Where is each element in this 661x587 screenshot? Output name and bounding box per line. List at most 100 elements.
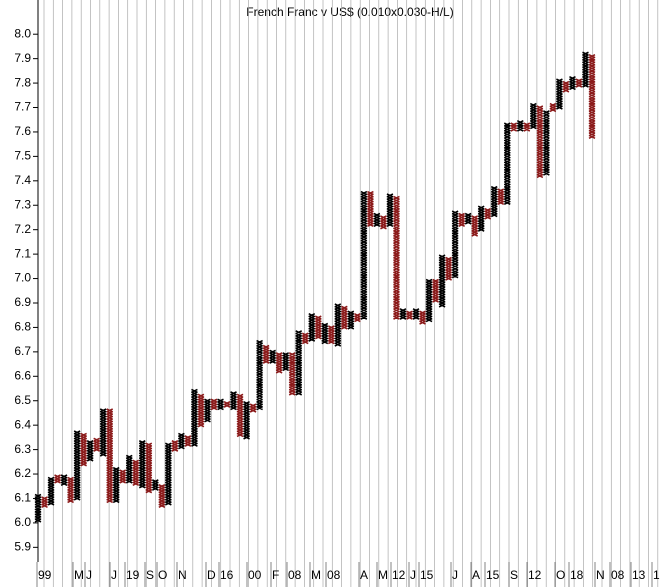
x-column [412, 308, 420, 320]
y-tick-label: 6.9 [14, 295, 31, 309]
x-tick-label: 00 [248, 568, 262, 582]
x-tick-label: A [360, 568, 368, 582]
y-tick-label: 7.1 [14, 246, 31, 260]
x-tick-label: 15 [486, 568, 500, 582]
x-column [556, 78, 563, 110]
x-column [151, 479, 159, 491]
x-column [308, 312, 316, 342]
o-column [132, 459, 140, 487]
x-column [60, 474, 68, 487]
x-tick-label: S [146, 568, 154, 582]
x-column [86, 440, 94, 462]
x-tick-label: 1 [653, 568, 660, 582]
x-column [243, 400, 250, 440]
x-tick-label: D [207, 568, 216, 582]
x-column [529, 102, 537, 130]
o-column [445, 256, 452, 281]
y-tick-label: 6.3 [14, 442, 31, 456]
x-column [543, 110, 550, 176]
y-tick-label: 7.2 [14, 222, 31, 236]
x-column [360, 190, 368, 320]
o-column [93, 437, 101, 452]
x-tick-label: 18 [570, 568, 584, 582]
x-tick-label: 15 [420, 568, 434, 582]
x-column [269, 349, 276, 364]
x-column [582, 51, 589, 88]
o-column [523, 122, 531, 132]
y-tick-label: 6.6 [14, 368, 31, 382]
x-column [425, 278, 433, 323]
x-column [47, 476, 55, 506]
x-column [217, 398, 224, 411]
x-column [204, 398, 211, 423]
x-column [34, 493, 42, 523]
x-column [73, 430, 81, 501]
x-column [503, 122, 511, 206]
x-column [451, 210, 459, 279]
x-tick-label: 08 [611, 568, 625, 582]
x-tick-label: M [74, 568, 84, 582]
y-tick-label: 6.2 [14, 466, 31, 480]
o-column [67, 476, 74, 504]
x-tick-label: A [472, 568, 480, 582]
y-tick-label: 6.4 [14, 417, 31, 431]
chart-title: French Franc v US$ (0.010x0.030-H/L) [246, 5, 453, 19]
o-column [275, 352, 283, 374]
x-tick-label: J [86, 568, 92, 582]
x-tick-label: M [378, 568, 388, 582]
o-column [236, 393, 244, 438]
o-column [432, 278, 439, 303]
o-column [510, 122, 518, 132]
y-tick-label: 6.8 [14, 320, 31, 334]
o-column [419, 310, 426, 325]
o-column [119, 469, 127, 484]
o-column [80, 432, 87, 467]
x-column [191, 388, 198, 447]
o-column [588, 53, 596, 140]
x-tick-label: 99 [38, 568, 52, 582]
y-tick-label: 7.8 [14, 75, 31, 89]
x-tick-label: J [410, 568, 416, 582]
o-column [288, 352, 296, 396]
o-column [354, 312, 361, 323]
o-column [536, 105, 544, 179]
y-tick-label: 6.7 [14, 344, 31, 358]
x-column [373, 212, 381, 228]
o-column [262, 344, 270, 364]
o-column [393, 195, 400, 320]
y-tick-label: 7.7 [14, 100, 31, 114]
x-column [490, 185, 498, 218]
x-tick-label: O [158, 568, 167, 582]
o-column [575, 78, 583, 88]
x-column [569, 75, 576, 91]
o-column [562, 80, 570, 93]
x-tick-label: 08 [288, 568, 302, 582]
o-column [327, 325, 335, 345]
o-column [145, 442, 153, 494]
y-tick-label: 6.1 [14, 491, 31, 505]
o-column [314, 315, 322, 340]
y-tick-label: 7.5 [14, 149, 31, 163]
x-column [112, 466, 120, 504]
y-tick-label: 7.9 [14, 51, 31, 65]
x-column [164, 442, 172, 506]
y-tick-label: 6.0 [14, 515, 31, 529]
x-tick-label: J [452, 568, 458, 582]
x-tick-label: N [178, 568, 187, 582]
y-tick-label: 8.0 [14, 26, 31, 40]
x-column [256, 339, 263, 411]
x-column [438, 254, 446, 308]
x-tick-label: M [311, 568, 321, 582]
x-column [230, 391, 237, 411]
x-tick-label: O [556, 568, 565, 582]
x-column [321, 322, 329, 345]
x-column [125, 454, 133, 484]
x-column [295, 330, 303, 396]
x-tick-label: 12 [528, 568, 542, 582]
o-column [184, 435, 192, 447]
y-tick-label: 7.6 [14, 124, 31, 138]
o-column [549, 102, 557, 113]
y-tick-label: 7.0 [14, 271, 31, 285]
x-column [282, 352, 290, 372]
